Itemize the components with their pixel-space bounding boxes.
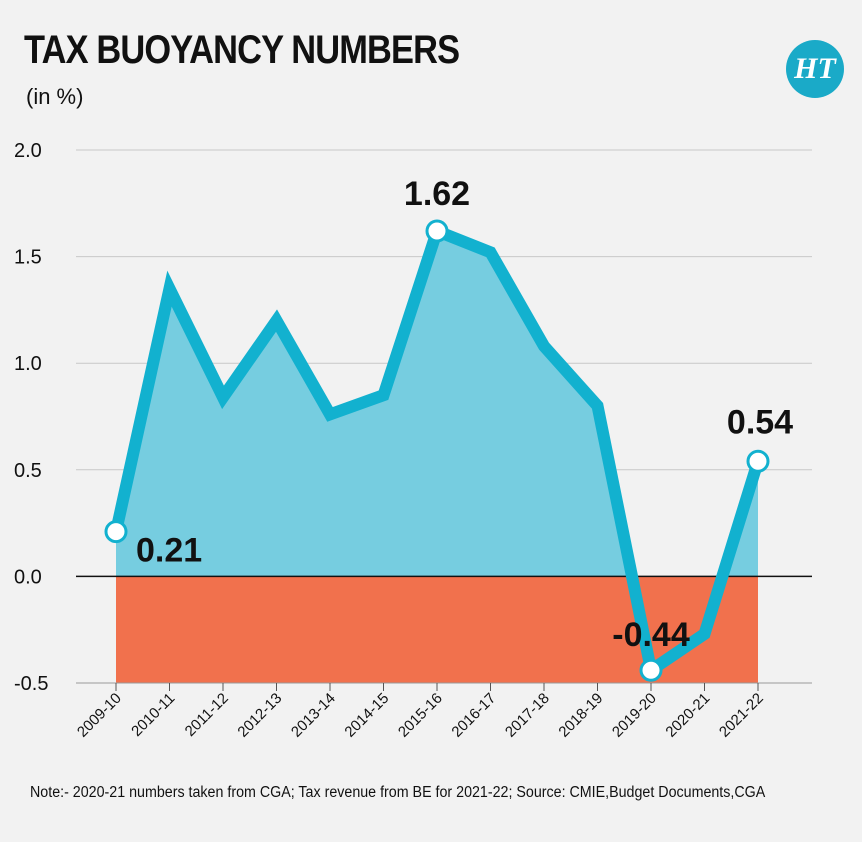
x-tick-label: 2017-18: [502, 690, 553, 741]
x-tick-label: 2009-10: [74, 690, 125, 741]
x-tick-label: 2018-19: [555, 690, 606, 741]
ht-logo: HT: [786, 40, 844, 98]
x-tick-label: 2010-11: [128, 690, 178, 740]
x-tick-label: 2011-12: [182, 690, 232, 740]
data-label: 0.21: [136, 532, 202, 570]
chart-title: TAX BUOYANCY NUMBERS: [24, 28, 460, 72]
y-tick-label: 1.0: [14, 353, 42, 375]
y-tick-label: -0.5: [14, 673, 48, 695]
highlight-points: [104, 219, 770, 682]
data-label: 1.62: [404, 175, 470, 213]
y-tick-label: 1.5: [14, 247, 42, 269]
data-label: -0.44: [612, 616, 690, 654]
y-tick-label: 0.0: [14, 566, 42, 588]
axes: [76, 575, 812, 691]
y-tick-label: 0.5: [14, 460, 42, 482]
chart-subtitle: (in %): [26, 84, 84, 109]
x-tick-label: 2012-13: [234, 690, 285, 741]
positive-area: [116, 231, 758, 577]
data-label: 0.54: [727, 403, 793, 441]
x-tick-label: 2014-15: [341, 690, 392, 741]
x-tick-label: 2016-17: [448, 690, 499, 741]
x-tick-label: 2015-16: [395, 690, 446, 741]
highlight-point: [425, 219, 449, 243]
x-tick-label: 2020-21: [662, 690, 713, 741]
highlight-point: [639, 658, 663, 682]
highlight-point: [746, 449, 770, 473]
highlight-point: [104, 520, 128, 544]
x-tick-label: 2021-22: [716, 690, 767, 741]
chart-note: Note:- 2020-21 numbers taken from CGA; T…: [30, 784, 766, 801]
area-fills: [116, 231, 758, 683]
y-tick-label: 2.0: [14, 140, 42, 162]
x-tick-label: 2019-20: [609, 690, 660, 741]
x-tick-label: 2013-14: [288, 690, 339, 741]
